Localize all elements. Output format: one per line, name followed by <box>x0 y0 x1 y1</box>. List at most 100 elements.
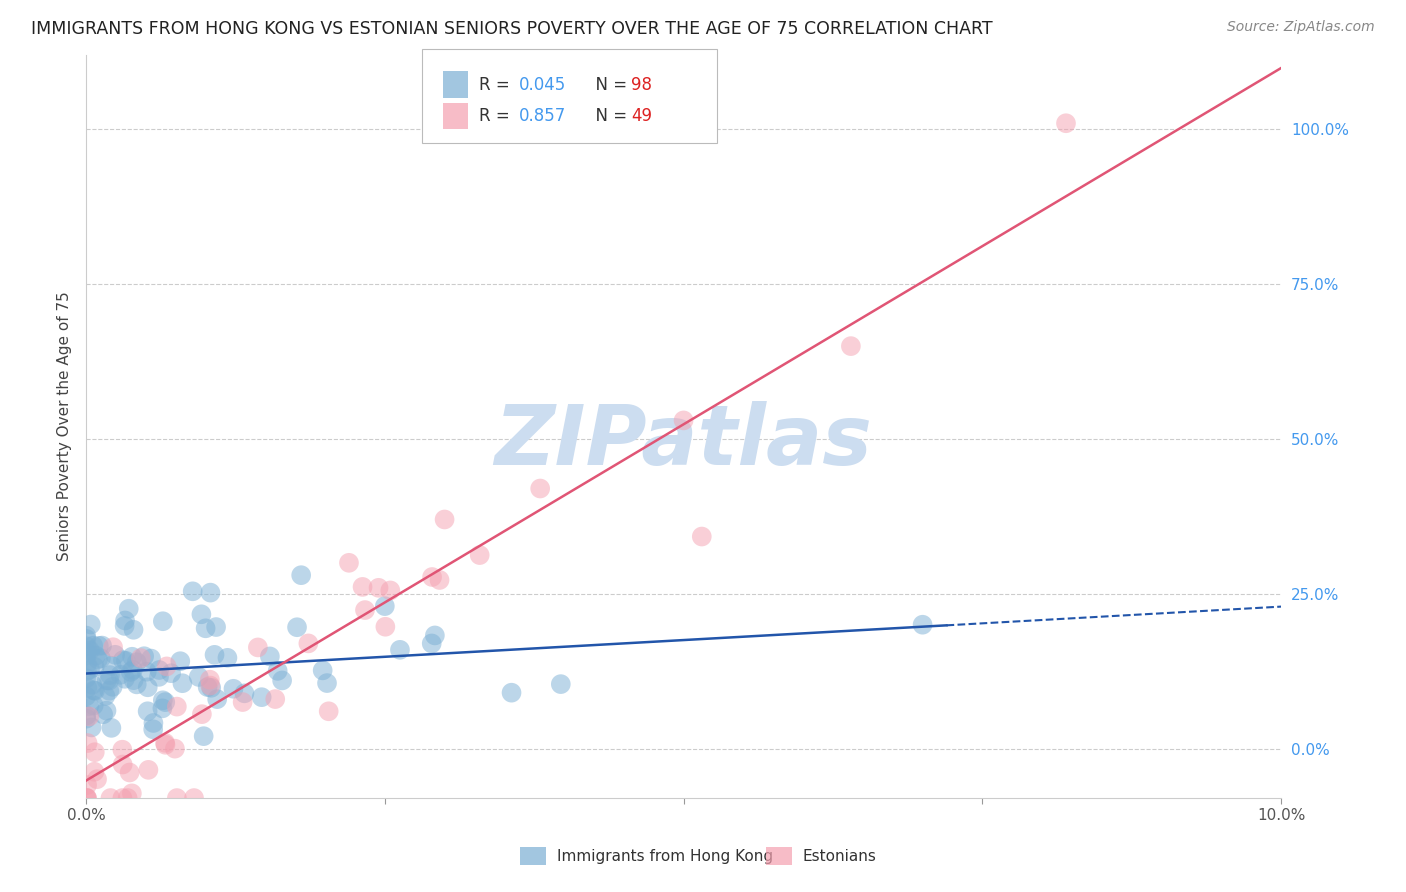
Point <box>75 791 97 805</box>
Point <box>111 757 134 772</box>
Point <box>205 620 228 634</box>
Point <box>122 623 145 637</box>
Point <box>79 643 101 657</box>
Point <box>75 629 97 643</box>
Point <box>83 683 105 698</box>
Point <box>134 649 156 664</box>
Point <box>468 548 491 562</box>
Point <box>83 698 105 713</box>
Point <box>91 707 114 722</box>
Point <box>90 651 112 665</box>
Point <box>200 681 222 695</box>
Point <box>87 652 110 666</box>
Point <box>911 617 934 632</box>
Point <box>75 648 97 663</box>
Point <box>111 742 134 756</box>
Point <box>193 729 215 743</box>
Point <box>337 556 360 570</box>
Point <box>98 668 121 682</box>
Point <box>75 671 97 685</box>
Point <box>169 654 191 668</box>
Point <box>1054 116 1077 130</box>
Point <box>380 583 402 598</box>
Point <box>183 791 205 805</box>
Point <box>217 650 239 665</box>
Point <box>374 620 396 634</box>
Point <box>77 709 100 723</box>
Point <box>354 603 377 617</box>
Text: ZIPatlas: ZIPatlas <box>495 401 873 482</box>
Point <box>222 681 245 696</box>
Point <box>187 670 209 684</box>
Point <box>111 653 134 667</box>
Point <box>75 708 97 723</box>
Point <box>191 707 214 722</box>
Y-axis label: Seniors Poverty Over the Age of 75: Seniors Poverty Over the Age of 75 <box>58 292 72 561</box>
Point <box>181 584 204 599</box>
Point <box>86 772 108 787</box>
Point <box>194 621 217 635</box>
Point <box>125 655 148 669</box>
Point <box>80 721 103 735</box>
Point <box>100 791 122 805</box>
Point <box>100 721 122 735</box>
Point <box>98 673 121 688</box>
Point <box>125 677 148 691</box>
Point <box>152 701 174 715</box>
Point <box>433 512 456 526</box>
Point <box>138 763 160 777</box>
Point <box>264 692 287 706</box>
Point <box>690 529 713 543</box>
Text: 49: 49 <box>631 107 652 125</box>
Point <box>259 649 281 664</box>
Point <box>101 680 124 694</box>
Point <box>311 664 333 678</box>
Text: Estonians: Estonians <box>803 849 877 863</box>
Point <box>672 413 695 427</box>
Text: Source: ZipAtlas.com: Source: ZipAtlas.com <box>1227 20 1375 34</box>
Point <box>96 704 118 718</box>
Point <box>153 736 176 750</box>
Point <box>142 723 165 737</box>
Point <box>160 666 183 681</box>
Point <box>118 601 141 615</box>
Point <box>135 665 157 679</box>
Point <box>139 651 162 665</box>
Point <box>367 581 389 595</box>
Text: IMMIGRANTS FROM HONG KONG VS ESTONIAN SENIORS POVERTY OVER THE AGE OF 75 CORRELA: IMMIGRANTS FROM HONG KONG VS ESTONIAN SE… <box>31 20 993 37</box>
Point <box>318 704 340 718</box>
Point <box>148 663 170 677</box>
Point <box>839 339 862 353</box>
Point <box>83 745 105 759</box>
Point <box>550 677 572 691</box>
Point <box>233 686 256 700</box>
Point <box>129 651 152 665</box>
Point <box>114 619 136 633</box>
Point <box>100 658 122 673</box>
Point <box>136 704 159 718</box>
Point <box>75 690 97 704</box>
Point <box>82 639 104 653</box>
Point <box>155 695 177 709</box>
Point <box>77 699 100 714</box>
Point <box>80 617 103 632</box>
Point <box>110 668 132 682</box>
Point <box>200 585 222 599</box>
Point <box>115 654 138 668</box>
Point <box>156 659 179 673</box>
Point <box>155 738 177 752</box>
Point <box>87 639 110 653</box>
Point <box>290 568 312 582</box>
Point <box>94 689 117 703</box>
Point <box>285 620 308 634</box>
Point <box>200 679 222 693</box>
Point <box>267 664 290 678</box>
Point <box>91 639 114 653</box>
Point <box>98 683 121 698</box>
Text: N =: N = <box>585 107 633 125</box>
Point <box>297 636 319 650</box>
Point <box>114 672 136 686</box>
Point <box>166 791 188 805</box>
Point <box>420 570 443 584</box>
Text: 98: 98 <box>631 76 652 94</box>
